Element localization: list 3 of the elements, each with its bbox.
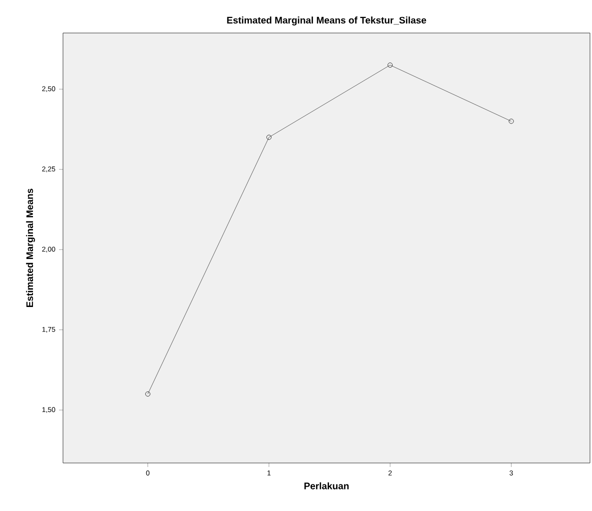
- x-axis-title: Perlakuan: [304, 482, 349, 490]
- chart-title: Estimated Marginal Means of Tekstur_Silase: [227, 16, 426, 26]
- y-axis-title: Estimated Marginal Means: [26, 188, 35, 307]
